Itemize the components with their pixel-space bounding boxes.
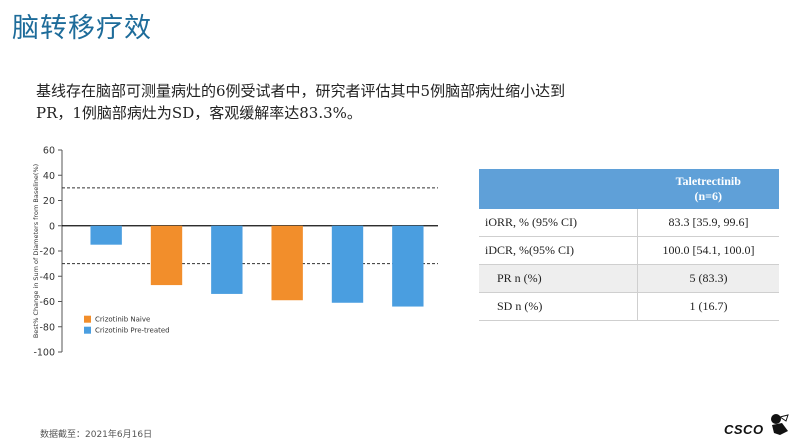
- bar: [150, 225, 183, 286]
- table-row: iDCR, %(95% CI) 100.0 [54.1, 100.0]: [479, 236, 779, 265]
- table-header-empty: [479, 169, 638, 209]
- slide-title: 脑转移疗效: [12, 13, 152, 44]
- y-tick-label: -40: [39, 272, 55, 283]
- summary-text: 基线存在脑部可测量病灶的6例受试者中，研究者评估其中5例脑部病灶缩小达到 PR，…: [36, 80, 676, 124]
- table-header-drug: Taletrectinib (n=6): [637, 169, 779, 209]
- row-label: iDCR, %(95% CI): [479, 236, 638, 265]
- row-value: 5 (83.3): [637, 264, 779, 293]
- row-label: SD n (%): [479, 292, 638, 321]
- y-tick-label: 60: [43, 146, 55, 157]
- y-tick-label: -60: [39, 297, 55, 308]
- legend-label: Crizotinib Pre-treated: [95, 327, 170, 335]
- summary-line-1: 基线存在脑部可测量病灶的6例受试者中，研究者评估其中5例脑部病灶缩小达到: [36, 82, 566, 100]
- row-value: 83.3 [35.9, 99.6]: [637, 209, 779, 237]
- waterfall-chart: 60 40 20 0 -20 -40 -60 -80 -100 Best% Change in S…: [32, 146, 438, 359]
- data-cutoff-note: 数据截至：2021年6月16日: [40, 430, 153, 440]
- y-tick-label: 20: [43, 196, 55, 207]
- bar: [211, 225, 243, 294]
- bar: [90, 225, 122, 245]
- table-header-n: (n=6): [694, 189, 722, 203]
- table-header-drug-name: Taletrectinib: [675, 174, 741, 188]
- y-tick-label: 0: [49, 221, 55, 232]
- row-value: 1 (16.7): [637, 292, 779, 321]
- table-row: PR n (%) 5 (83.3): [479, 264, 779, 293]
- table-row: SD n (%) 1 (16.7): [479, 292, 779, 321]
- summary-line-2: PR，1例脑部病灶为SD，客观缓解率达83.3%。: [36, 104, 362, 122]
- row-value: 100.0 [54.1, 100.0]: [637, 236, 779, 265]
- legend-label: Crizotinib Naive: [95, 316, 150, 324]
- csco-logo: CSCO: [724, 422, 764, 437]
- bar: [392, 225, 424, 307]
- y-tick-label: -80: [39, 322, 55, 333]
- y-tick-label: -20: [39, 247, 55, 258]
- csco-mascot-icon: [771, 414, 789, 435]
- results-table: Taletrectinib (n=6) iORR, % (95% CI) 83.…: [479, 169, 779, 321]
- table-header-row: Taletrectinib (n=6): [479, 169, 779, 209]
- y-axis-label: Best% Change in Sum of Diameters from Ba…: [32, 164, 40, 338]
- y-tick-label: -100: [33, 348, 55, 359]
- table-row: iORR, % (95% CI) 83.3 [35.9, 99.6]: [479, 209, 779, 237]
- legend-swatch: [84, 315, 91, 323]
- row-label: PR n (%): [479, 264, 638, 293]
- row-label: iORR, % (95% CI): [479, 209, 638, 237]
- legend-swatch: [84, 326, 91, 334]
- y-tick-label: 40: [43, 171, 55, 182]
- bar: [271, 225, 303, 301]
- bar: [331, 225, 364, 303]
